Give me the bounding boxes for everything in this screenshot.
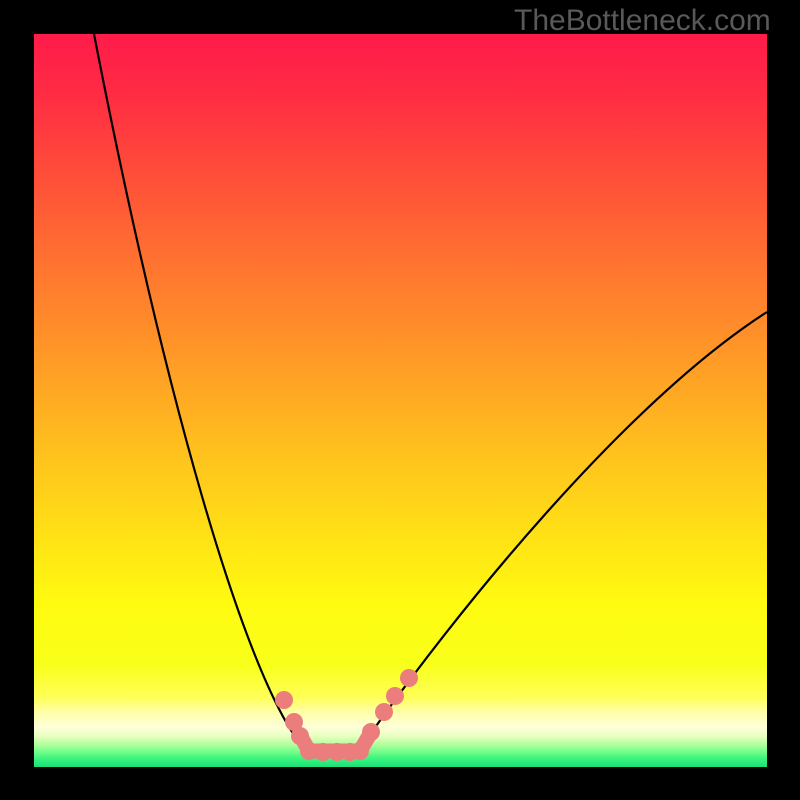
marker-dot — [362, 723, 380, 741]
plot-overlay-svg — [34, 34, 767, 767]
plot-area — [34, 34, 767, 767]
marker-dot — [375, 703, 393, 721]
curve-left — [94, 34, 302, 746]
marker-dot — [275, 691, 293, 709]
marker-dot — [351, 742, 369, 760]
marker-dot — [386, 687, 404, 705]
marker-dot — [291, 727, 309, 745]
watermark-text: TheBottleneck.com — [514, 4, 771, 38]
marker-dot — [400, 669, 418, 687]
curve-right — [362, 312, 767, 746]
